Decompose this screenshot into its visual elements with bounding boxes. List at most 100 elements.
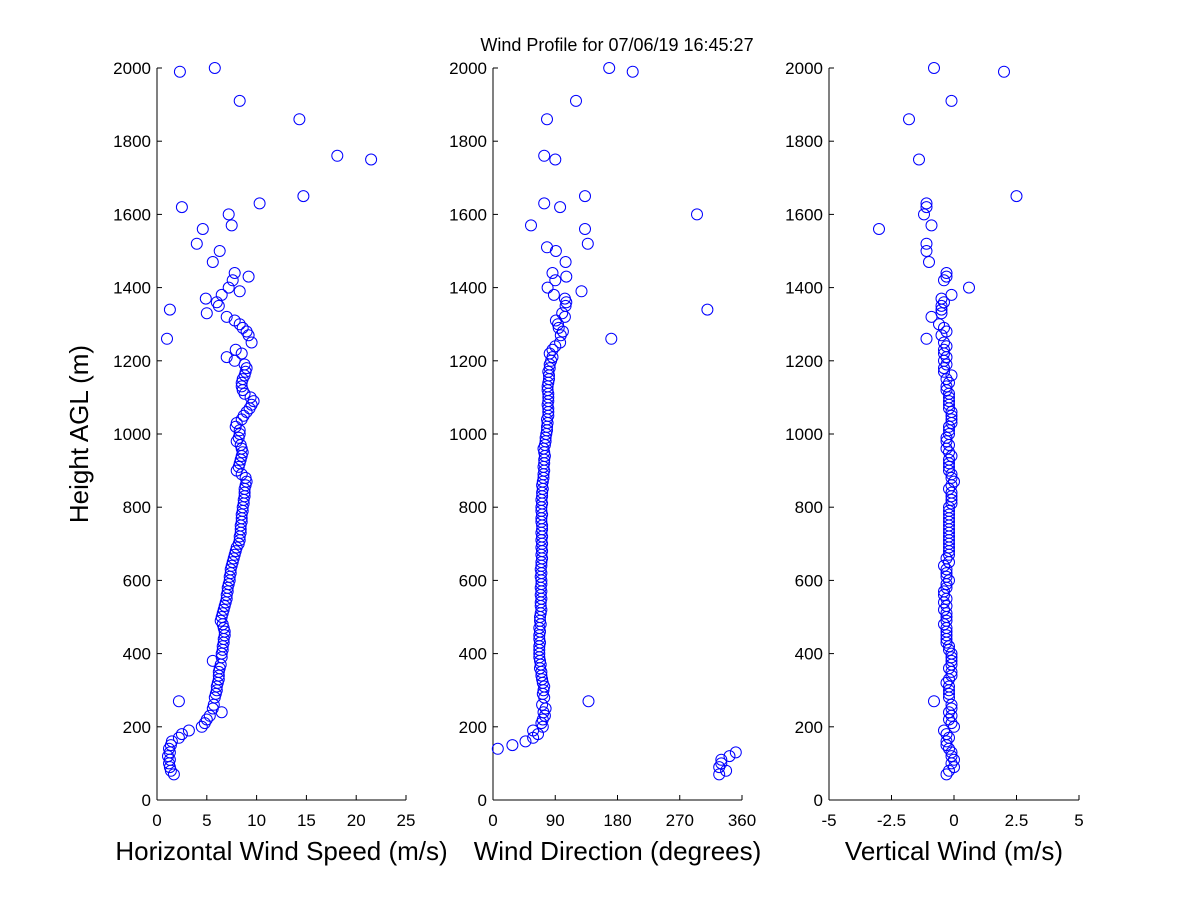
data-point	[546, 343, 559, 356]
data-point	[943, 662, 955, 675]
data-point	[206, 654, 219, 667]
data-point	[943, 640, 955, 653]
chart-title: Wind Profile for 07/06/19 16:45:27	[480, 35, 753, 55]
x-axis-label: Horizontal Wind Speed (m/s)	[115, 836, 447, 866]
data-point	[603, 62, 616, 74]
data-point	[233, 428, 246, 440]
y-tick-label: 200	[459, 718, 487, 737]
y-tick-label: 200	[795, 718, 823, 737]
data-point	[556, 307, 569, 320]
data-point	[940, 676, 953, 689]
data-point	[943, 713, 955, 726]
data-point	[506, 739, 519, 752]
data-point	[200, 307, 213, 320]
data-point	[579, 190, 591, 203]
data-point	[943, 439, 955, 451]
data-point	[234, 453, 247, 466]
data-point	[196, 223, 209, 235]
data-point	[558, 292, 571, 305]
y-tick-label: 1600	[785, 205, 823, 224]
x-tick-label: 5	[202, 811, 211, 830]
data-point	[940, 431, 953, 444]
data-point	[238, 358, 251, 371]
data-point	[1010, 190, 1023, 203]
data-point	[543, 347, 556, 360]
data-point	[729, 746, 742, 759]
x-tick-label: 0	[152, 811, 161, 830]
x-tick-label: 0	[488, 811, 497, 830]
data-point	[200, 713, 213, 726]
panel-wind-direction: 0 200 400 600 800 1000 1200 1400 1600 1800 2000 0 90…	[449, 59, 761, 866]
data-point	[216, 607, 229, 620]
data-point	[943, 428, 955, 440]
data-point	[945, 450, 958, 462]
data-point	[164, 764, 177, 777]
y-tick-label: 1800	[113, 132, 151, 151]
data-point	[163, 303, 176, 316]
data-point	[903, 113, 915, 126]
data-point	[331, 149, 344, 162]
x-axis-label: Wind Direction (degrees)	[474, 836, 762, 866]
data-point	[297, 190, 310, 203]
data-point	[220, 310, 233, 323]
x-tick-label: 90	[546, 811, 565, 830]
data-point	[948, 720, 960, 733]
data-point	[229, 545, 242, 558]
data-point	[723, 750, 736, 763]
data-point	[943, 420, 955, 433]
data-point	[235, 347, 248, 360]
data-point	[228, 314, 241, 327]
data-point	[943, 508, 955, 521]
data-point	[541, 113, 553, 126]
data-point	[220, 351, 233, 364]
data-point	[209, 687, 222, 700]
data-point	[242, 270, 255, 283]
data-point	[920, 201, 933, 214]
data-point	[945, 493, 958, 506]
data-point	[240, 325, 253, 338]
data-point	[923, 256, 935, 268]
data-point	[940, 592, 953, 605]
data-point	[213, 245, 226, 257]
data-point	[938, 362, 950, 375]
data-point	[525, 219, 537, 232]
data-point	[235, 442, 248, 455]
data-point	[938, 618, 950, 631]
data-point	[175, 201, 188, 214]
data-point	[943, 504, 955, 517]
data-point	[232, 431, 245, 444]
y-tick-label: 0	[814, 791, 823, 810]
data-point	[579, 223, 591, 235]
data-point	[605, 332, 618, 345]
y-tick-label: 800	[459, 498, 487, 517]
x-tick-label: 270	[666, 811, 694, 830]
data-point	[235, 380, 248, 393]
x-tick-label: 0	[949, 811, 958, 830]
data-point	[918, 208, 930, 221]
x-tick-label: 360	[728, 811, 756, 830]
y-tick-label: 1200	[113, 352, 151, 371]
data-point	[219, 596, 232, 609]
y-tick-label: 600	[123, 571, 151, 590]
data-point	[233, 94, 246, 107]
data-point	[228, 267, 241, 279]
data-point	[225, 219, 238, 232]
data-point	[920, 197, 933, 210]
data-point	[554, 201, 567, 214]
data-point	[582, 695, 595, 708]
y-tick-label: 400	[123, 645, 151, 664]
data-point	[222, 578, 235, 591]
data-point	[945, 94, 958, 107]
data-point	[626, 65, 639, 78]
data-point	[549, 153, 562, 166]
data-point	[546, 351, 559, 364]
data-point	[945, 288, 958, 301]
data-point	[945, 647, 958, 660]
y-tick-label: 2000	[449, 59, 487, 78]
data-point	[172, 731, 185, 744]
y-tick-label: 1400	[449, 279, 487, 298]
data-point	[938, 336, 950, 349]
y-tick-label: 600	[459, 571, 487, 590]
data-point	[940, 325, 953, 338]
data-point	[208, 62, 221, 74]
